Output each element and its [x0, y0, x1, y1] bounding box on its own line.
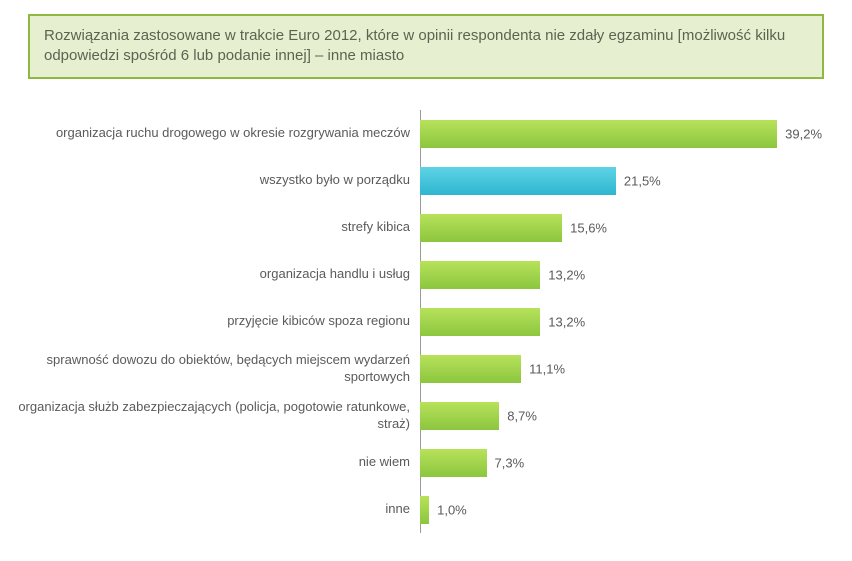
- bar-value-label: 7,3%: [495, 455, 525, 470]
- bar-value-label: 11,1%: [529, 361, 565, 376]
- row-label: inne: [0, 501, 420, 517]
- bar-value-label: 21,5%: [624, 173, 661, 188]
- chart-title-text: Rozwiązania zastosowane w trakcie Euro 2…: [44, 27, 785, 64]
- bar-area: 21,5%: [420, 167, 852, 195]
- table-row: wszystko było w porządku 21,5%: [0, 157, 852, 204]
- table-row: inne 1,0%: [0, 486, 852, 533]
- bar-area: 11,1%: [420, 355, 852, 383]
- bar-area: 39,2%: [420, 120, 852, 148]
- bar-chart: organizacja ruchu drogowego w okresie ro…: [0, 110, 852, 545]
- chart-title-box: Rozwiązania zastosowane w trakcie Euro 2…: [28, 14, 824, 79]
- row-label: organizacja handlu i usług: [0, 266, 420, 282]
- table-row: organizacja handlu i usług 13,2%: [0, 251, 852, 298]
- bar-value-label: 39,2%: [785, 126, 822, 141]
- table-row: organizacja ruchu drogowego w okresie ro…: [0, 110, 852, 157]
- bar-value-label: 15,6%: [570, 220, 607, 235]
- bar: [420, 496, 429, 524]
- row-label: organizacja służb zabezpieczających (pol…: [0, 399, 420, 432]
- bar-area: 7,3%: [420, 449, 852, 477]
- table-row: nie wiem 7,3%: [0, 439, 852, 486]
- bar: [420, 167, 616, 195]
- bar-value-label: 8,7%: [507, 408, 537, 423]
- row-label: strefy kibica: [0, 219, 420, 235]
- bar: [420, 449, 487, 477]
- bar-area: 1,0%: [420, 496, 852, 524]
- table-row: sprawność dowozu do obiektów, będących m…: [0, 345, 852, 392]
- bar: [420, 402, 499, 430]
- table-row: strefy kibica 15,6%: [0, 204, 852, 251]
- bar-value-label: 13,2%: [548, 267, 585, 282]
- bar: [420, 355, 521, 383]
- bar-area: 13,2%: [420, 261, 852, 289]
- bar: [420, 214, 562, 242]
- bar-value-label: 1,0%: [437, 502, 467, 517]
- row-label: nie wiem: [0, 454, 420, 470]
- bar-area: 15,6%: [420, 214, 852, 242]
- bar: [420, 120, 777, 148]
- table-row: przyjęcie kibiców spoza regionu 13,2%: [0, 298, 852, 345]
- row-label: przyjęcie kibiców spoza regionu: [0, 313, 420, 329]
- bar-area: 8,7%: [420, 402, 852, 430]
- row-label: sprawność dowozu do obiektów, będących m…: [0, 352, 420, 385]
- table-row: organizacja służb zabezpieczających (pol…: [0, 392, 852, 439]
- bar: [420, 308, 540, 336]
- bar: [420, 261, 540, 289]
- bar-value-label: 13,2%: [548, 314, 585, 329]
- bar-area: 13,2%: [420, 308, 852, 336]
- row-label: wszystko było w porządku: [0, 172, 420, 188]
- row-label: organizacja ruchu drogowego w okresie ro…: [0, 125, 420, 141]
